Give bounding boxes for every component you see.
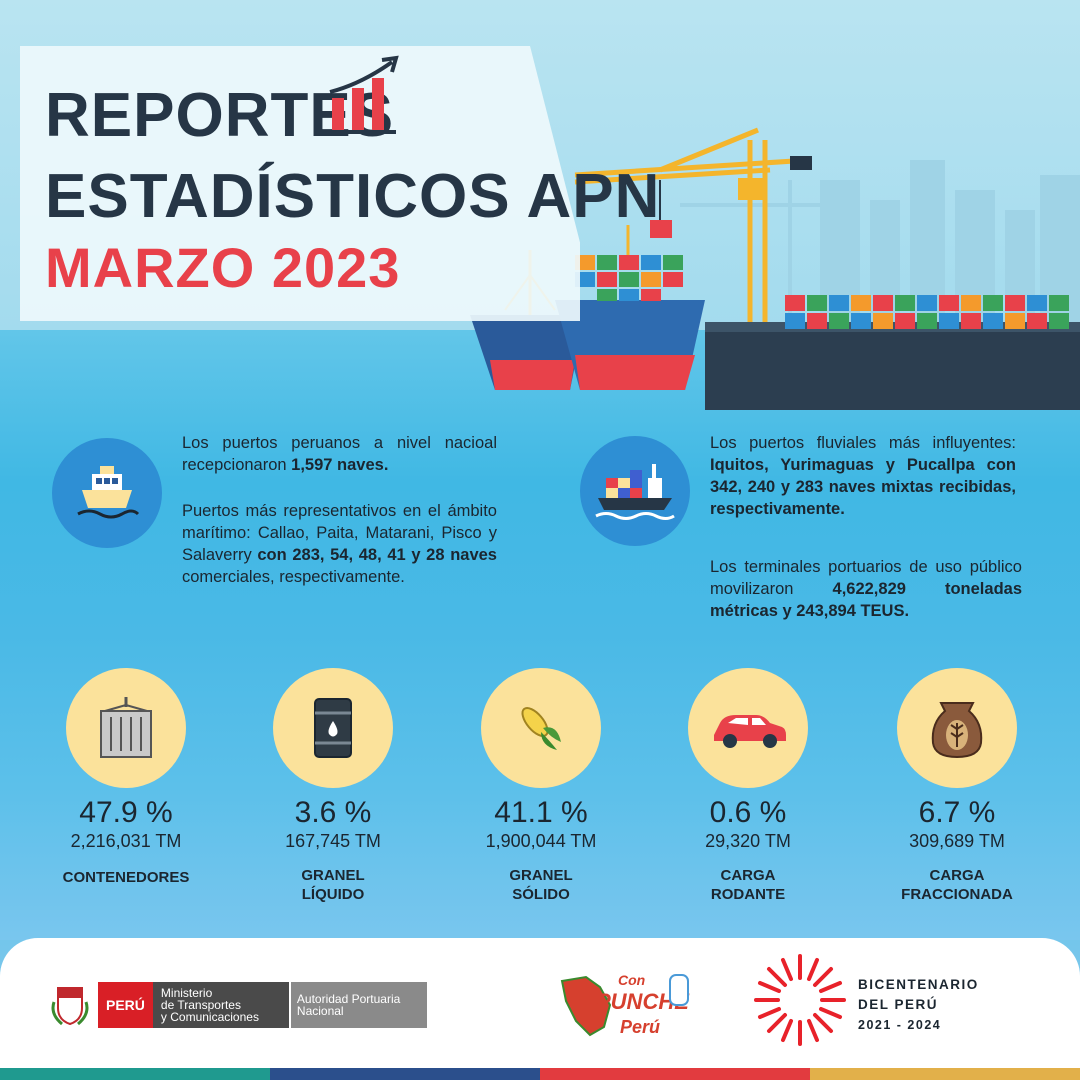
- oil-barrel-icon: [314, 698, 352, 758]
- growth-chart-icon: [328, 55, 399, 134]
- stat-circle: [273, 668, 393, 788]
- stat-tonnage: 167,745 TM: [285, 831, 381, 851]
- stat-tonnage: 309,689 TM: [909, 831, 1005, 851]
- info-highlight: Iquitos, Yurimaguas y Pucallpa con 342, …: [710, 456, 1016, 518]
- info-text-part: Puertos más representativos en el ámbito…: [182, 502, 497, 564]
- stripe-red: [540, 1068, 810, 1080]
- ministry-line: Ministerio: [160, 986, 213, 1000]
- report-period: MARZO 2023: [45, 236, 401, 299]
- stat-circle: [481, 668, 601, 788]
- info-highlight: 1,597 naves.: [291, 456, 389, 474]
- info-puertos-maritimos: Puertos más representativos en el ámbito…: [182, 500, 497, 588]
- sea-background: [0, 330, 1080, 940]
- stat-label: CARGA FRACCIONADA: [901, 867, 1013, 903]
- stat-granel-solido: 41.1 % 1,900,044 TM GRANEL SÓLIDO: [441, 668, 641, 904]
- peru-coat-of-arms-icon: [51, 987, 89, 1026]
- stat-granel-liquido: 3.6 % 167,745 TM GRANEL LÍQUIDO: [233, 668, 433, 904]
- stripe-teal: [0, 1068, 270, 1080]
- cargo-ship-icon: [580, 436, 690, 546]
- info-terminales: Los terminales portuarios de uso público…: [710, 556, 1022, 622]
- stat-percent: 0.6 %: [709, 796, 787, 829]
- container-icon: [100, 697, 152, 758]
- info-text-part: comerciales, respectivamente.: [182, 568, 405, 586]
- stat-label: CONTENEDORES: [62, 869, 190, 886]
- info-text-part: Los puertos peruanos a nivel nacioal rec…: [182, 434, 497, 474]
- stripe-blue: [270, 1068, 540, 1080]
- stat-tonnage: 1,900,044 TM: [485, 831, 597, 851]
- car-icon: [714, 715, 786, 748]
- stat-percent: 6.7 %: [918, 796, 996, 829]
- title-panel: [20, 46, 580, 321]
- stat-circle: [688, 668, 808, 788]
- peru-tag: PERÚ: [98, 982, 153, 1028]
- apn-line: Autoridad Portuaria: [296, 992, 401, 1006]
- bicentenario-sunburst-icon: [754, 954, 846, 1046]
- campaign-word: Perú: [620, 1017, 660, 1037]
- stat-circle: [897, 668, 1017, 788]
- ministry-line: de Transportes: [160, 998, 241, 1012]
- stat-percent: 47.9 %: [79, 796, 173, 829]
- stat-label: GRANEL SÓLIDO: [509, 867, 573, 903]
- bicentenario-text: BICENTENARIO DEL PERÚ 2021 - 2024: [858, 975, 979, 1035]
- stripe-gold: [810, 1068, 1080, 1080]
- con-punche-peru-logo: Con PUNCHE Perú: [560, 972, 690, 1037]
- info-highlight: con 283, 54, 48, 41 y 28 naves: [257, 546, 497, 564]
- port-scene-illustration: [470, 127, 1080, 410]
- apn-box: Autoridad Portuaria Nacional: [290, 982, 427, 1028]
- info-highlight: 4,622,829 toneladas métricas y 243,894 T…: [710, 580, 1023, 620]
- ministry-line: y Comunicaciones: [160, 1010, 259, 1024]
- stat-label: GRANEL LÍQUIDO: [301, 867, 365, 903]
- info-puertos-fluviales: Los puertos fluviales más influyentes: I…: [710, 432, 1016, 520]
- stat-carga-rodante: 0.6 % 29,320 TM CARGA RODANTE: [648, 668, 848, 904]
- ship-icon: [52, 438, 162, 548]
- campaign-word: Con: [618, 972, 645, 988]
- stat-percent: 3.6 %: [294, 796, 372, 829]
- bicent-line: 2021 - 2024: [858, 1018, 942, 1032]
- apn-line: Nacional: [296, 1004, 344, 1018]
- stat-circle: [66, 668, 186, 788]
- info-text-part: Los puertos fluviales más influyentes:: [710, 434, 1016, 452]
- info-text-part: Los terminales portuarios de uso público…: [710, 558, 1022, 598]
- bicent-line: DEL PERÚ: [858, 997, 939, 1012]
- grain-sack-icon: [931, 702, 983, 759]
- page-title-line2: ESTADÍSTICOS APN: [45, 162, 661, 231]
- stat-percent: 41.1 %: [494, 796, 588, 829]
- stat-label: CARGA RODANTE: [710, 867, 786, 903]
- stat-tonnage: 29,320 TM: [705, 831, 791, 851]
- info-naves-nacional: Los puertos peruanos a nivel nacioal rec…: [182, 432, 497, 476]
- stat-carga-fraccionada: 6.7 % 309,689 TM CARGA FRACCIONADA: [857, 668, 1057, 904]
- stat-contenedores: 47.9 % 2,216,031 TM CONTENEDORES: [26, 668, 226, 887]
- corn-icon: [521, 706, 561, 750]
- government-logo: PERÚ Ministerio de Transportes y Comunic…: [50, 982, 427, 1028]
- stat-tonnage: 2,216,031 TM: [70, 831, 182, 851]
- ministry-box: Ministerio de Transportes y Comunicacion…: [152, 982, 289, 1028]
- bicent-line: BICENTENARIO: [858, 977, 979, 992]
